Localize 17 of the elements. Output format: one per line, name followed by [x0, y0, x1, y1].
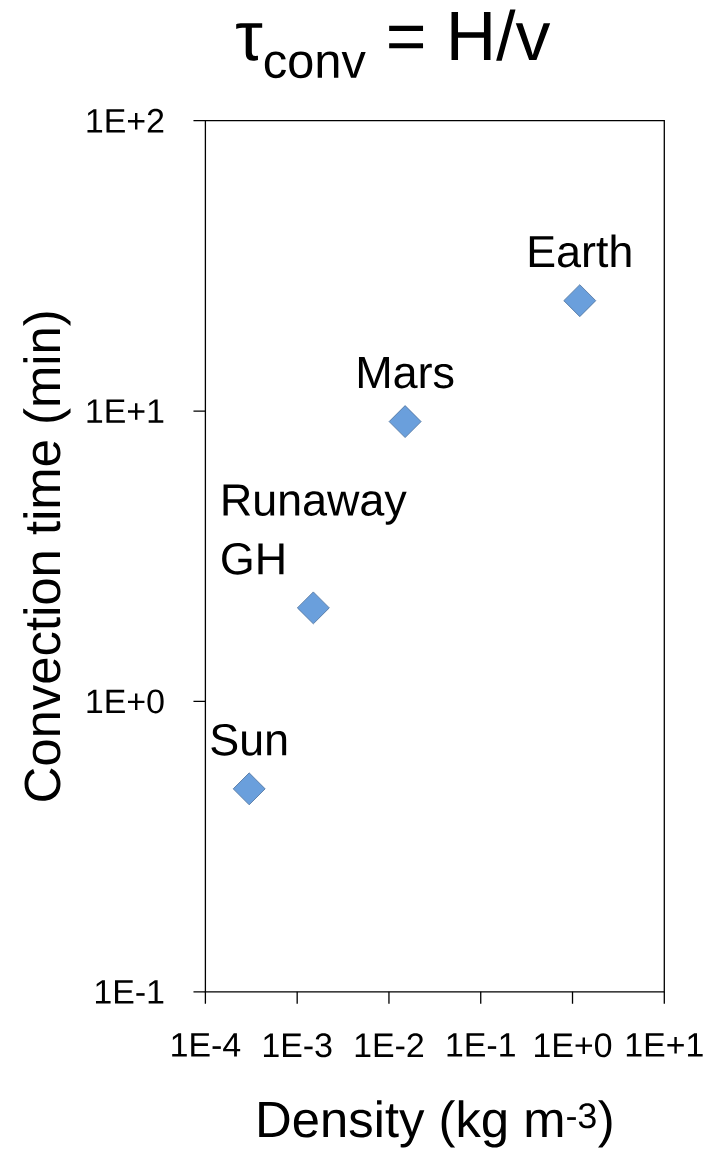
x-tick-label: 1E-1	[447, 1033, 515, 1057]
y-tick-label: 1E+0	[87, 689, 164, 714]
chart-title: τ$_{conv}$ = H/v	[236, 9, 551, 79]
y-tick-label: 1E+1	[87, 399, 164, 423]
y-tick-label: 1E-1	[95, 980, 164, 1004]
annotation: Earth	[529, 234, 631, 268]
y-axis-title: Convection time (min)	[23, 312, 71, 801]
x-tick-label: 1E-4	[172, 1033, 241, 1057]
annotation: Mars	[358, 357, 454, 389]
annotation: Sun	[211, 723, 287, 756]
x-axis-title: Density (kg m$^{-3}$)	[259, 1100, 612, 1148]
x-tick-label: 1E-3	[263, 1033, 332, 1058]
x-tick-label: 1E-2	[355, 1033, 424, 1057]
x-tick-label: 1E+1	[626, 1033, 703, 1057]
y-tick-label: 1E+2	[87, 108, 164, 133]
x-tick-label: 1E+0	[535, 1033, 612, 1058]
annotation: Runaway GH	[222, 484, 407, 575]
